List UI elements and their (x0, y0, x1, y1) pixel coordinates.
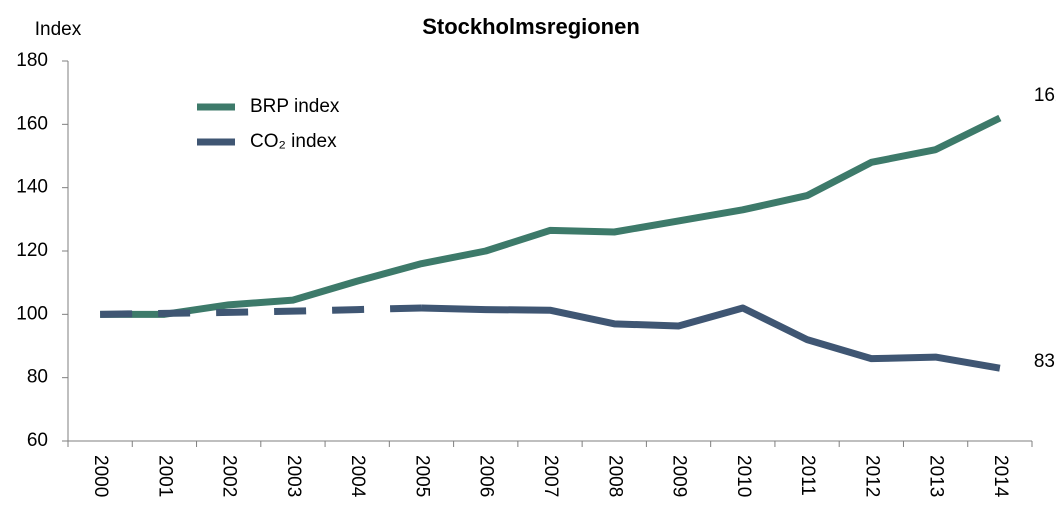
x-tick-label: 2004 (347, 455, 368, 498)
y-tick-label: 180 (16, 50, 48, 71)
y-tick-label: 80 (27, 367, 48, 388)
data-label: 83 (1034, 351, 1055, 372)
y-tick-label: 140 (16, 177, 48, 198)
x-tick-label: 2006 (476, 455, 497, 497)
x-tick-label: 2011 (797, 455, 818, 496)
x-tick-label: 2013 (926, 455, 947, 497)
x-tick-label: 2014 (990, 455, 1011, 498)
legend-label: BRP index (250, 96, 340, 117)
x-tick-label: 2010 (733, 455, 754, 497)
x-tick-label: 2002 (219, 455, 240, 497)
x-tick-label: 2009 (669, 455, 690, 497)
y-axis-label: Index (35, 19, 82, 40)
data-label: 162 (1034, 85, 1056, 106)
y-tick-label: 60 (27, 430, 48, 451)
x-tick-label: 2012 (861, 455, 882, 497)
y-tick-label: 120 (16, 240, 48, 261)
legend-label: CO₂ index (250, 131, 337, 152)
x-tick-label: 2005 (411, 455, 432, 497)
x-tick-label: 2001 (154, 455, 175, 497)
x-tick-label: 2003 (283, 455, 304, 497)
series-line (100, 114, 1002, 318)
x-tick-label: 2000 (90, 455, 111, 497)
y-tick-label: 160 (16, 113, 48, 134)
chart-title: Stockholmsregionen (422, 14, 640, 39)
x-tick-label: 2007 (540, 455, 561, 497)
series-line (421, 304, 1001, 372)
y-tick-label: 100 (16, 303, 48, 324)
x-tick-label: 2008 (604, 455, 625, 497)
